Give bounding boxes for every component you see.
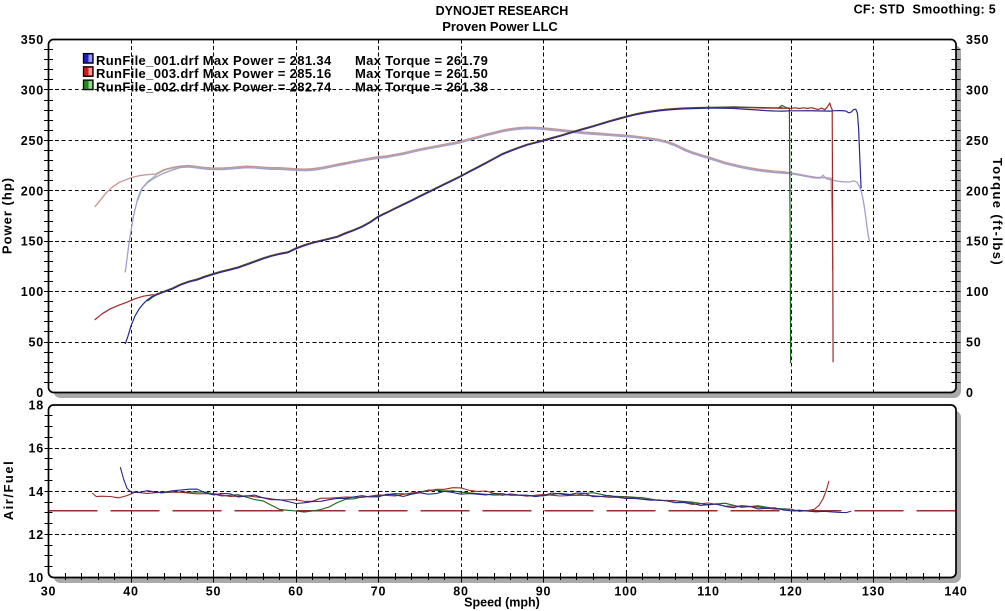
svg-text:Speed (mph): Speed (mph) — [464, 596, 540, 610]
svg-text:Proven Power LLC: Proven Power LLC — [442, 19, 558, 34]
svg-text:140: 140 — [944, 585, 967, 599]
svg-text:90: 90 — [536, 585, 552, 599]
svg-text:50: 50 — [966, 336, 982, 350]
svg-text:350: 350 — [966, 33, 989, 47]
svg-text:50: 50 — [206, 585, 222, 599]
svg-text:Torque (ft-lbs): Torque (ft-lbs) — [990, 158, 1005, 266]
svg-text:350: 350 — [21, 33, 44, 47]
svg-text:110: 110 — [697, 585, 720, 599]
svg-text:Power (hp): Power (hp) — [0, 177, 15, 254]
svg-text:Max Torque = 261.79: Max Torque = 261.79 — [355, 53, 488, 68]
svg-text:RunFile_001.drf Max Power = 28: RunFile_001.drf Max Power = 281.34 — [96, 53, 332, 68]
svg-text:0: 0 — [36, 386, 44, 400]
svg-text:0: 0 — [966, 386, 974, 400]
svg-text:30: 30 — [41, 585, 57, 599]
svg-text:120: 120 — [779, 585, 802, 599]
svg-text:100: 100 — [966, 285, 989, 299]
svg-text:100: 100 — [614, 585, 637, 599]
svg-text:14: 14 — [28, 485, 44, 499]
svg-text:70: 70 — [371, 585, 387, 599]
svg-text:10: 10 — [28, 571, 44, 585]
svg-text:Max Torque = 261.38: Max Torque = 261.38 — [355, 79, 488, 94]
svg-text:80: 80 — [453, 585, 469, 599]
svg-text:16: 16 — [28, 442, 44, 456]
svg-text:RunFile_003.drf Max Power = 28: RunFile_003.drf Max Power = 285.16 — [96, 66, 332, 81]
svg-text:50: 50 — [28, 336, 44, 350]
svg-text:18: 18 — [28, 399, 44, 413]
svg-text:150: 150 — [966, 235, 989, 249]
svg-text:200: 200 — [966, 184, 989, 198]
svg-text:150: 150 — [21, 235, 44, 249]
svg-text:300: 300 — [21, 83, 44, 97]
svg-text:130: 130 — [862, 585, 885, 599]
svg-text:40: 40 — [123, 585, 139, 599]
svg-text:Air/Fuel: Air/Fuel — [1, 460, 16, 520]
svg-text:CF: STD Smoothing: 5: CF: STD Smoothing: 5 — [854, 3, 996, 17]
svg-text:100: 100 — [21, 285, 44, 299]
svg-text:250: 250 — [966, 134, 989, 148]
svg-text:250: 250 — [21, 134, 44, 148]
svg-text:Max Torque = 261.50: Max Torque = 261.50 — [355, 66, 488, 81]
svg-text:RunFile_002.drf Max Power = 28: RunFile_002.drf Max Power = 282.74 — [96, 79, 332, 94]
svg-text:12: 12 — [28, 528, 44, 542]
svg-text:200: 200 — [21, 184, 44, 198]
svg-text:60: 60 — [288, 585, 304, 599]
svg-text:DYNOJET RESEARCH: DYNOJET RESEARCH — [436, 4, 569, 18]
svg-text:300: 300 — [966, 83, 989, 97]
